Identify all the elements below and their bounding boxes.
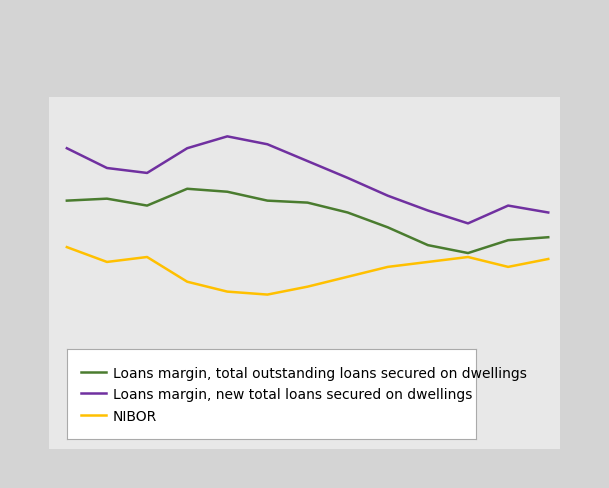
Legend: Loans margin, total outstanding loans secured on dwellings, Loans margin, new to: Loans margin, total outstanding loans se…	[74, 359, 533, 430]
